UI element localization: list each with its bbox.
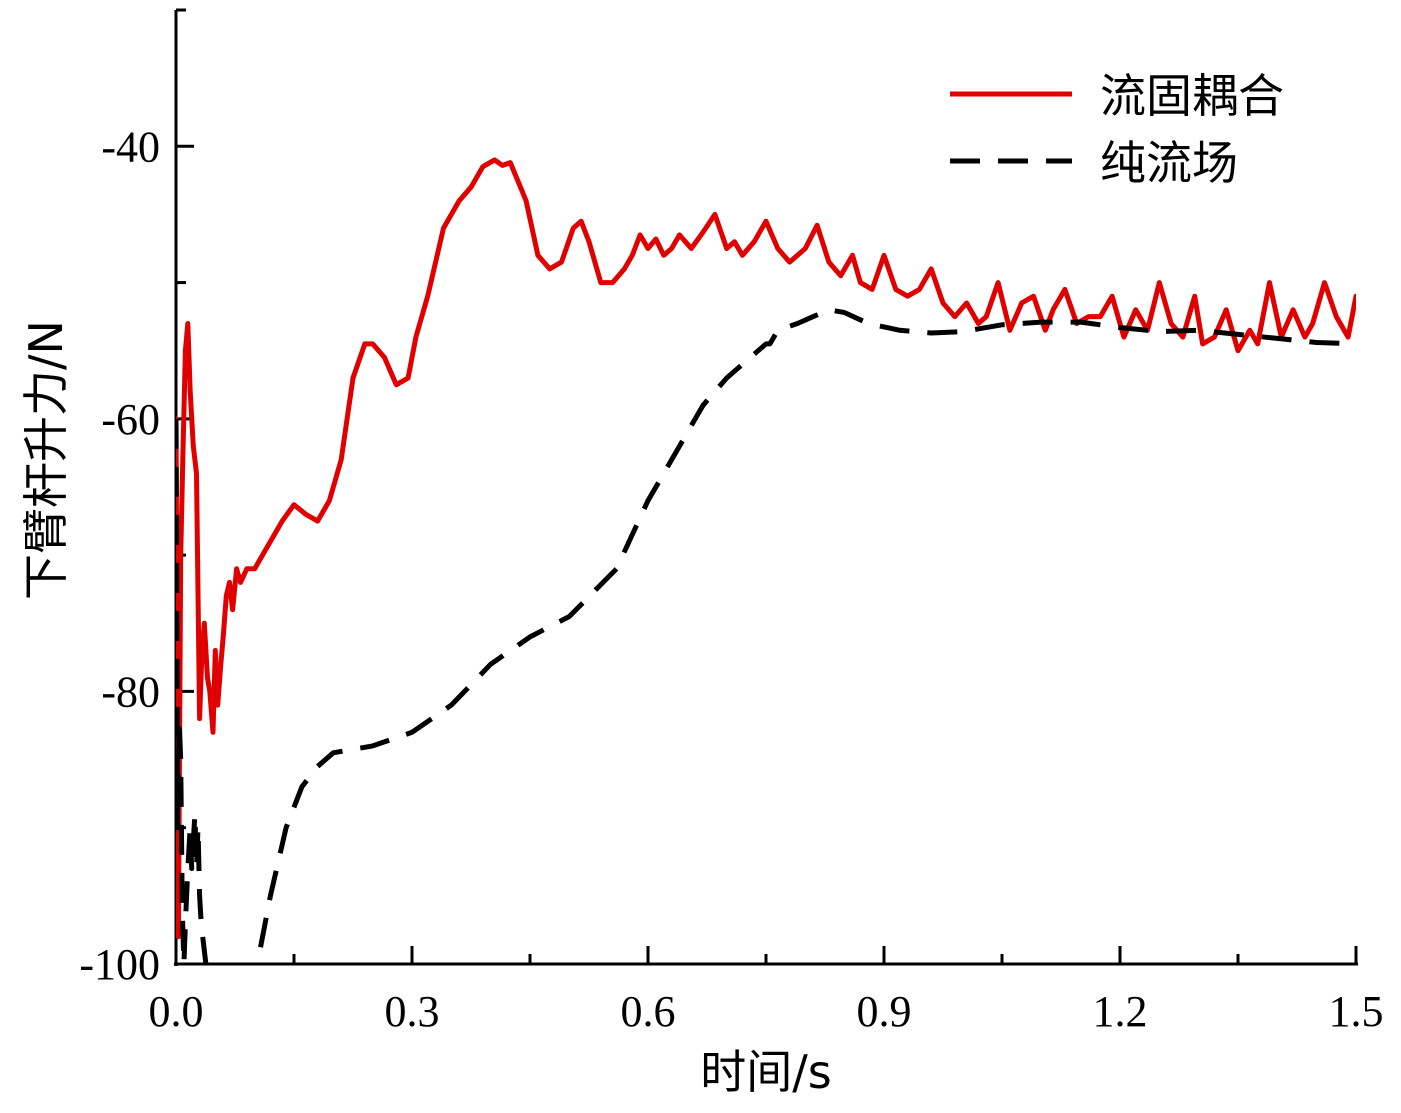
x-tick-label: 0.0 [149, 987, 204, 1036]
x-axis-title: 时间/s [700, 1045, 831, 1099]
x-tick-label: 0.9 [857, 987, 912, 1036]
x-tick-label: 0.3 [385, 987, 440, 1036]
x-axis-ticks: 0.0 0.3 0.6 0.9 1.2 1.5 [149, 946, 1384, 1036]
y-tick-label: -80 [101, 667, 160, 716]
series-line-pure-flow [176, 307, 1356, 964]
x-tick-label: 0.6 [621, 987, 676, 1036]
x-tick-label: 1.2 [1093, 987, 1148, 1036]
x-tick-label: 1.5 [1329, 987, 1384, 1036]
legend: 流固耦合 纯流场 [950, 69, 1284, 190]
series-line-fsi [176, 157, 1356, 940]
legend-label-fsi: 流固耦合 [1100, 69, 1284, 123]
y-tick-label: -100 [79, 940, 160, 989]
y-axis-title: 下臂杆升力/N [19, 320, 73, 600]
y-axis-ticks: -100 -80 -60 -40 [79, 8, 194, 989]
legend-label-pure-flow: 纯流场 [1100, 136, 1238, 190]
y-tick-label: -60 [101, 395, 160, 444]
y-tick-label: -40 [101, 122, 160, 171]
